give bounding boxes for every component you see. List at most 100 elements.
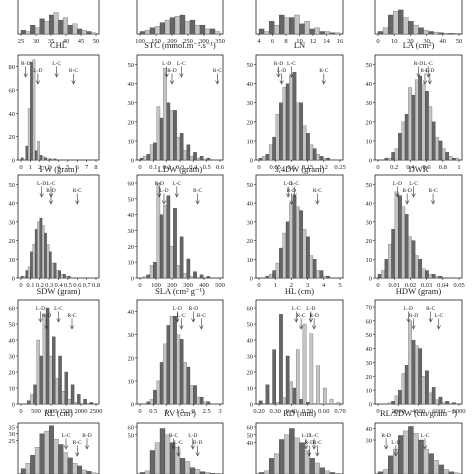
histogram-bar: [149, 450, 156, 474]
histogram-bar: [387, 455, 394, 474]
histogram-bar: [319, 31, 325, 35]
histogram-panel: 40 30 R-DL-D L-C: [366, 422, 463, 474]
histogram-bar: [166, 102, 171, 161]
histogram-bar: [183, 150, 187, 161]
histogram-bar: [146, 401, 151, 405]
x-tick-label: 1.5: [176, 408, 184, 415]
histogram-bar: [423, 448, 429, 474]
histogram-bar: [39, 18, 45, 35]
histogram-bar: [435, 275, 439, 279]
histogram-bar: [403, 17, 409, 35]
x-tick-label: 0.04: [437, 282, 449, 289]
x-tick-label: 20: [407, 38, 414, 45]
histogram-bar: [403, 430, 409, 474]
mean-marker-label: R-C: [69, 68, 79, 74]
histogram-bar: [306, 133, 310, 161]
mean-marker-arrowhead: [406, 318, 411, 323]
histogram-bar: [258, 400, 263, 405]
mean-marker-label: R-D: [402, 188, 412, 194]
histogram-bar: [48, 425, 54, 474]
histogram-bar: [418, 27, 424, 35]
x-tick-label: 250: [183, 38, 193, 45]
histogram-bar: [186, 258, 191, 279]
x-tick-label: 0.4: [54, 282, 63, 289]
histogram-bar: [179, 236, 184, 279]
mean-marker-label: L-C: [434, 313, 443, 319]
mean-marker-arrowhead: [416, 73, 421, 78]
y-tick-label: 0: [131, 158, 134, 165]
histogram-panel: 0 10 20 30 40 50 0 0.01 0.02 0.03 0.04 0.05 HDW (gra…: [366, 174, 465, 296]
x-tick-label: 0.4: [406, 164, 415, 171]
y-tick-label: 60: [247, 306, 254, 313]
y-tick-label: 30: [247, 219, 254, 226]
y-tick-label: 50: [128, 196, 135, 203]
histogram-bar: [272, 349, 277, 405]
x-tick-label: 0.5: [203, 164, 211, 171]
x-tick-label: 0.01: [389, 282, 400, 289]
mean-marker-arrowhead: [195, 452, 200, 457]
x-tick-label: 0.2: [390, 164, 398, 171]
mean-marker-label: R-D: [309, 313, 319, 319]
mean-marker-arrowhead: [299, 325, 304, 330]
histogram-bar: [382, 469, 389, 474]
histogram-bar: [60, 274, 64, 279]
histogram-bar: [394, 148, 399, 161]
mean-marker-label: R-D: [21, 61, 31, 67]
mean-marker-arrowhead: [422, 445, 428, 450]
y-tick-label: 20: [366, 374, 373, 381]
histogram-bar: [292, 387, 297, 405]
x-tick-label: 4: [257, 38, 261, 45]
histogram-bar: [268, 274, 273, 279]
histogram-bar: [294, 437, 300, 474]
histogram-bar: [143, 156, 147, 161]
y-tick-label: 50: [366, 62, 373, 69]
histogram-bar: [199, 396, 204, 405]
x-tick-label: 0.8: [439, 164, 447, 171]
histogram-bar: [433, 31, 439, 35]
x-tick-label: 0.5: [64, 282, 72, 289]
histogram-bar: [169, 316, 174, 405]
mean-marker-label: R-D: [167, 68, 177, 74]
mean-marker-arrowhead: [48, 193, 54, 198]
histogram-bar: [189, 385, 194, 405]
y-tick-label: 70: [366, 304, 373, 311]
y-tick-label: 0: [250, 276, 253, 283]
histogram-bar: [294, 14, 300, 35]
histogram-bar: [173, 208, 177, 279]
histogram-bar: [32, 244, 36, 279]
mean-marker-arrowhead: [164, 73, 169, 78]
histogram-bar: [319, 156, 324, 161]
histogram-bar: [431, 121, 436, 161]
x-axis-title: RL/SDW (cm/gram⁻¹): [380, 408, 457, 418]
histogram-bar: [179, 339, 184, 405]
y-tick-label: 0: [131, 402, 134, 409]
histogram-bar: [25, 31, 31, 35]
y-tick-label: 30: [9, 354, 16, 361]
histogram-bar: [48, 14, 54, 35]
mean-marker-arrowhead: [289, 200, 294, 205]
mean-marker-label: R-D: [287, 188, 297, 194]
histogram-bar: [179, 458, 186, 474]
histogram-bar: [206, 276, 211, 279]
histogram-bar: [441, 148, 446, 161]
x-axis-title: LDW (gram): [158, 164, 203, 174]
histogram-bar: [46, 158, 50, 161]
x-tick-label: 0.50: [302, 408, 313, 415]
mean-marker-label: L-C: [421, 433, 430, 439]
histogram-bar: [149, 144, 154, 161]
histogram-bar: [169, 110, 174, 161]
histogram-bar: [428, 31, 434, 35]
histogram-bar: [46, 244, 50, 279]
histogram-bar: [154, 26, 161, 35]
histogram-bar: [438, 396, 443, 405]
mean-marker-arrowhead: [179, 325, 184, 330]
histogram-bar: [196, 157, 201, 161]
y-tick-label: 60: [128, 180, 135, 187]
x-tick-label: 0: [19, 282, 22, 289]
x-tick-label: 0.4: [189, 164, 198, 171]
histogram-bar: [384, 259, 389, 279]
histogram-bar: [425, 270, 429, 279]
y-tick-label: 50: [366, 332, 373, 339]
mean-marker-label: R-C: [73, 440, 83, 446]
